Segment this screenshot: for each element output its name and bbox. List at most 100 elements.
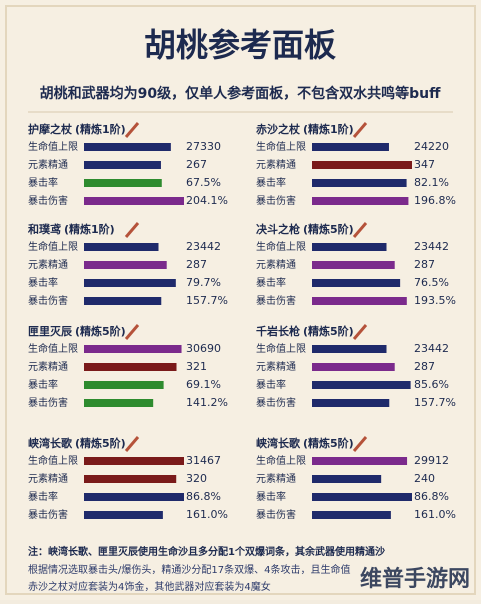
stat-label: 元素精通 [28,360,68,373]
stat-value: 76.5% [414,276,449,289]
stat-label: 生命值上限 [28,140,78,153]
stat-label: 生命值上限 [256,240,306,253]
stat-value: 29912 [414,454,449,467]
weapon-name: 赤沙之杖 [256,122,301,136]
stat-bar [312,279,401,287]
stat-bar [312,493,412,501]
stat-value: 157.7% [414,396,456,409]
stat-value: 79.7% [186,276,221,289]
refine-level: (精炼5阶) [75,324,126,338]
frame [5,5,476,595]
stat-label: 元素精通 [28,258,68,271]
stat-label: 暴击伤害 [28,194,68,207]
stat-value: 196.8% [414,194,456,207]
stat-value: 204.1% [186,194,228,207]
watermark: 维普手游网 [360,566,470,592]
weapon-name: 决斗之枪 [256,222,300,236]
stat-bar [312,475,382,483]
stat-label: 元素精通 [256,472,296,485]
stat-value: 161.0% [186,508,228,521]
stat-value: 287 [186,258,207,271]
stat-label: 暴击伤害 [256,508,296,521]
stat-bar [312,161,412,169]
stat-label: 暴击率 [256,490,286,503]
stat-bar [84,197,184,205]
stat-value: 24220 [414,140,449,153]
stat-bar [84,279,176,287]
stat-label: 元素精通 [28,472,68,485]
stat-bar [84,475,177,483]
weapon-icon [124,436,140,452]
stat-label: 元素精通 [28,158,68,171]
stat-label: 暴击伤害 [256,194,296,207]
stat-bar [84,179,162,187]
stat-label: 暴击率 [28,490,58,503]
stat-value: 320 [186,472,207,485]
stat-value: 23442 [186,240,221,253]
stat-label: 暴击伤害 [28,396,68,409]
stat-label: 生命值上限 [256,342,306,355]
stat-bar [84,511,163,519]
stat-bar [312,511,391,519]
stat-bar [84,363,177,371]
weapon-icon [124,324,140,340]
stat-bar [84,381,164,389]
weapon-icon [352,122,368,138]
stat-value: 141.2% [186,396,228,409]
weapon-icon [124,122,140,138]
stat-value: 23442 [414,240,449,253]
weapon-icon [352,222,368,238]
stat-bar [84,297,162,305]
weapon-name: 护摩之杖 [28,122,73,136]
stat-value: 267 [186,158,207,171]
stat-value: 347 [414,158,435,171]
stat-value: 82.1% [414,176,449,189]
stat-value: 30690 [186,342,221,355]
stat-value: 31467 [186,454,221,467]
stat-label: 元素精通 [256,360,296,373]
stat-label: 暴击伤害 [28,294,68,307]
note: 赤沙之杖对应套装为4饰金，其他武器对应套装为4魔女 [28,580,271,593]
stat-label: 暴击伤害 [28,508,68,521]
stat-bar [312,297,407,305]
stat-label: 生命值上限 [256,454,306,467]
stat-bar [312,197,409,205]
stat-bar [312,457,408,465]
stat-label: 暴击伤害 [256,396,296,409]
stat-label: 暴击率 [28,378,58,391]
refine-level: (精炼5阶) [75,436,126,450]
stat-label: 暴击率 [28,176,58,189]
stat-value: 287 [414,258,435,271]
note: 根据情况选取暴击头/爆伤头，精通沙分配17条双爆、4条攻击，且生命值 [28,563,350,576]
stat-bar [84,399,154,407]
stat-label: 暴击率 [256,276,286,289]
subtitle: 胡桃和武器均为90级，仅单人参考面板，不包含双水共鸣等buff [40,85,441,102]
stat-label: 元素精通 [256,258,296,271]
refine-level: (精炼5阶) [303,222,354,236]
refine-level: (精炼1阶) [75,122,126,136]
stat-label: 暴击率 [256,176,286,189]
weapon-icon [124,222,140,238]
stat-label: 生命值上限 [28,454,78,467]
stat-value: 287 [414,360,435,373]
refine-level: (精炼5阶) [303,324,354,338]
stat-value: 69.1% [186,378,221,391]
stat-value: 27330 [186,140,221,153]
stat-bar [312,143,389,151]
weapon-name: 峡湾长歌 [256,436,301,450]
weapon-name: 峡湾长歌 [28,436,73,450]
refine-level: (精炼5阶) [303,436,354,450]
weapon-icon [352,324,368,340]
stat-value: 193.5% [414,294,456,307]
stat-bar [84,243,159,251]
stat-label: 生命值上限 [28,342,78,355]
refine-level: (精炼1阶) [64,222,115,236]
stat-label: 暴击率 [28,276,58,289]
stat-bar [312,261,395,269]
title: 胡桃参考面板 [144,26,336,64]
stat-value: 23442 [414,342,449,355]
stat-bar [84,143,171,151]
stat-value: 161.0% [414,508,456,521]
stat-label: 暴击率 [256,378,286,391]
